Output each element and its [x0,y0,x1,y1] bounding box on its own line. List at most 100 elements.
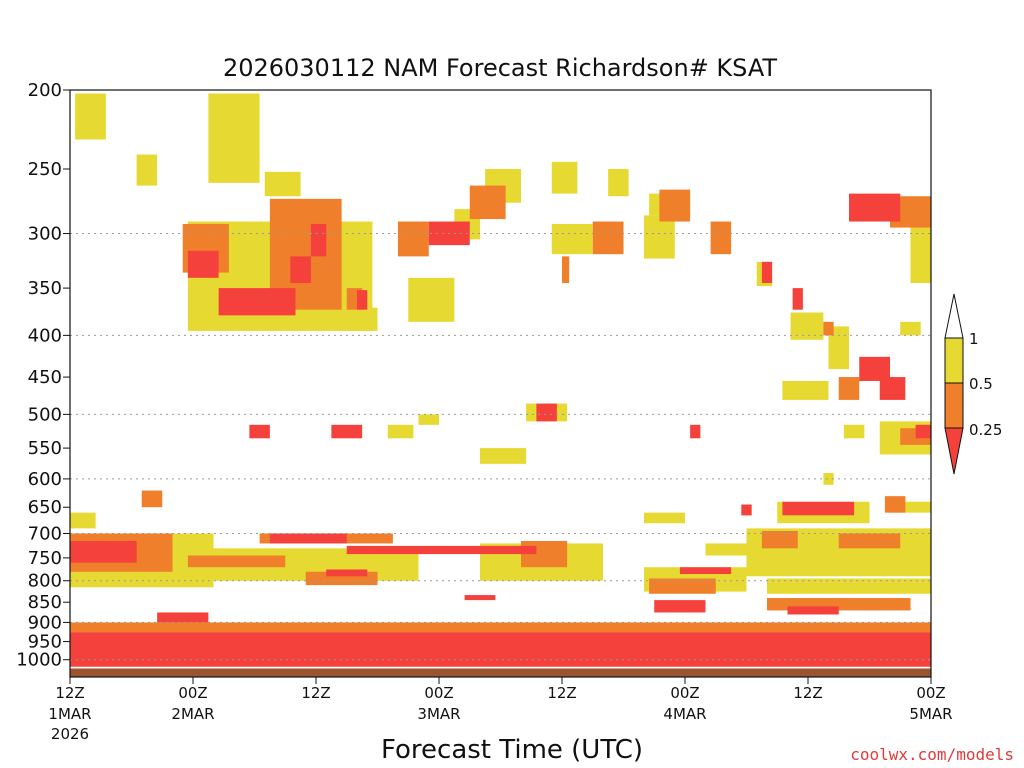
heatmap-cell-0-3 [264,171,301,197]
heatmap-cell-0-19 [910,221,931,284]
legend-label-1: 0.5 [969,375,993,393]
heatmap-cell-2-26 [787,606,839,615]
x-tick-label-1: 00Z [178,684,207,702]
color-legend: 1 0.5 0.25 [944,293,1002,475]
y-tick-label-900: 900 [28,612,62,633]
heatmap-cell-2-16 [741,504,752,516]
heatmap-cell-0-38 [767,578,931,594]
x-tick-label-7: 00Z [916,684,945,702]
y-axis: 200 250 300 350 400 450 500 550 600 650 700 7508008… [16,80,70,671]
heatmap-cell-0-15 [790,312,824,340]
x-tick-year-0: 2026 [51,725,89,743]
y-tick-label-600: 600 [28,469,62,490]
x-tick-label-2: 12Z [301,684,330,702]
y-tick-label-950: 950 [28,632,62,653]
heatmap-cell-2-6 [761,261,773,284]
heatmap-cell-0-21 [387,424,414,439]
heatmap-cell-0-0 [75,93,106,140]
x-tick-date-0: 1MAR [48,705,91,723]
heatmap-cell-0-11 [608,168,629,197]
heatmap-cell-2-12 [331,424,363,439]
heatmap-cell-0-27 [823,472,834,485]
heatmap-cell-2-23 [464,595,496,601]
y-tick-label-250: 250 [28,159,62,180]
heatmap-cell-0-28 [70,512,96,529]
heatmap-cell-1-16 [187,555,286,568]
x-tick-date-3: 3MAR [417,705,460,723]
legend-label-0: 1 [969,330,979,348]
heatmap-cell-2-25 [157,612,209,623]
x-tick-label-6: 12Z [793,684,822,702]
legend-swatch-below-0-25 [944,427,964,475]
y-tick-label-500: 500 [28,404,62,425]
heatmap-cell-0-6 [408,277,455,322]
x-tick-date-7: 5MAR [909,705,952,723]
y-tick-label-1000: 1000 [16,650,62,671]
y-tick-label-750: 750 [28,548,62,569]
x-tick-label-5: 00Z [670,684,699,702]
heatmap-cell-1-9 [710,221,732,255]
heatmap-cell-1-23 [649,578,716,594]
heatmap-cell-2-11 [249,424,270,439]
x-tick-label-0: 12Z [55,684,84,702]
heatmap-cell-2-21 [679,567,732,575]
heatmap-cell-2-1 [218,288,296,316]
heatmap-cell-2-27 [70,632,931,667]
heatmap-cell-2-8 [849,193,901,222]
y-tick-label-300: 300 [28,224,62,245]
heatmap-cell-1-5 [398,221,429,257]
heatmap-cell-2-20 [346,545,537,555]
x-tick-label-3: 00Z [424,684,453,702]
heatmap-cell-1-25 [70,622,931,633]
heatmap-cell-1-8 [659,189,691,222]
heatmap-cell-2-5 [357,290,368,310]
heatmap-cell-0-32 [644,512,685,524]
heatmap-cell-1-7 [592,221,624,255]
y-tick-label-400: 400 [28,325,62,346]
y-tick-label-650: 650 [28,497,62,518]
heatmap-cell-0-9 [551,223,593,255]
heatmap-cell-2-9 [859,356,890,381]
heatmap-cell-1-20 [761,530,798,549]
heatmap-cell-1-10 [823,321,834,336]
y-tick-label-800: 800 [28,571,62,592]
plot-area [70,93,931,677]
chart-title: 2026030112 NAM Forecast Richardson# KSAT [223,54,777,82]
heatmap-cell-0-2 [136,154,158,186]
x-axis: 12Z 1MAR 2026 00Z 2MAR 12Z 00Z 3MAR 12Z 00Z 4MAR 12… [48,677,953,743]
y-tick-label-700: 700 [28,523,62,544]
heatmap-cell-2-2 [310,223,327,257]
credit-text: coolwx.com/models [850,745,1014,764]
heatmap-cell-2-3 [290,256,311,284]
heatmap-cell-0-16 [782,380,829,400]
heatmap-cell-2-13 [536,403,557,422]
heatmap-cell-2-7 [792,288,803,310]
x-tick-date-5: 4MAR [663,705,706,723]
heatmap-cell-0-5 [346,307,378,331]
legend-swatch-0-5-to-1 [944,337,964,384]
heatmap-cell-2-14 [690,424,701,439]
y-tick-label-850: 850 [28,592,62,613]
heatmap-cell-0-10 [551,161,578,194]
heatmap-cell-0-22 [418,414,439,425]
heatmap-cell-1-22 [884,496,906,513]
heatmap-cell-1-4 [469,185,506,220]
x-axis-label: Forecast Time (UTC) [381,735,643,765]
y-tick-label-550: 550 [28,438,62,459]
heatmap-cell-2-0 [187,250,219,278]
heatmap-cell-0-25 [843,424,865,439]
legend-label-2: 0.25 [969,421,1002,439]
heatmap-cell-1-6 [562,256,570,284]
heatmap-cell-2-19 [269,533,347,544]
heatmap-cell-0-12 [644,215,675,259]
y-tick-label-450: 450 [28,367,62,388]
ground-layer [70,668,931,677]
legend-swatch-above-1 [944,293,964,339]
heatmap-cell-0-37 [890,501,931,513]
heatmap-cell-2-17 [782,501,855,516]
heatmap-cell-2-18 [70,540,137,563]
legend-swatch-0-25-to-0-5 [944,382,964,429]
y-tick-label-350: 350 [28,278,62,299]
heatmap-cell-0-1 [208,93,260,183]
